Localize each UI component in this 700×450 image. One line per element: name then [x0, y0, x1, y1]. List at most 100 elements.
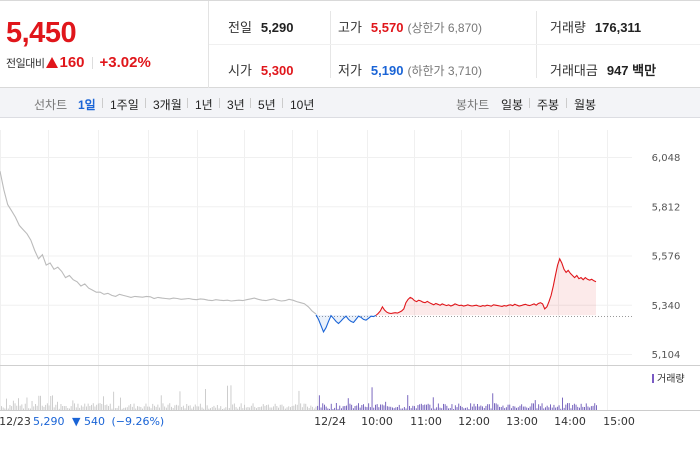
volume-bar	[522, 406, 524, 410]
volume-bar	[14, 403, 16, 410]
volume-bar	[242, 408, 244, 410]
volume-bar	[460, 405, 461, 410]
volume-bar	[556, 406, 558, 410]
volume-bar	[176, 404, 177, 410]
volume-bar	[499, 406, 500, 410]
period-10year[interactable]: 10년	[290, 98, 315, 112]
volume-bar	[543, 408, 545, 410]
stat-value: 5,570	[370, 20, 404, 35]
period-3month[interactable]: 3개월	[153, 98, 182, 112]
volume-bar	[150, 408, 152, 410]
volume-bar	[485, 405, 487, 410]
volume-bar	[97, 403, 99, 410]
volume-bar	[419, 404, 421, 410]
volume-bar	[91, 404, 92, 410]
volume-bar	[108, 406, 109, 410]
volume-bar	[573, 403, 575, 410]
volume-bar	[152, 403, 154, 410]
volume-bar	[288, 406, 290, 410]
candle-chart-title: 봉차트	[456, 98, 490, 112]
volume-bar	[274, 403, 276, 410]
volume-bar	[264, 405, 266, 410]
volume-bar	[157, 404, 159, 410]
volume-bar	[332, 409, 334, 410]
volume-bar	[189, 405, 191, 410]
volume-bar	[245, 407, 247, 410]
volume-bar	[398, 404, 400, 410]
volume-bar	[439, 407, 441, 410]
volume-bar	[40, 395, 41, 410]
volume-bar	[373, 407, 375, 410]
y-tick-label: 5,104	[652, 350, 681, 361]
volume-bar	[247, 407, 249, 410]
period-1year[interactable]: 1년	[195, 98, 213, 112]
volume-bar	[63, 406, 65, 410]
volume-bar	[43, 406, 45, 410]
divider	[91, 56, 93, 69]
volume-bar	[572, 405, 574, 410]
period-1day[interactable]: 1일	[78, 98, 96, 112]
volume-bar	[128, 405, 130, 410]
period-1week[interactable]: 1주일	[110, 98, 139, 112]
volume-bar	[57, 401, 58, 410]
volume-bar	[436, 407, 438, 410]
volume-bar	[548, 407, 550, 410]
volume-bar	[427, 403, 429, 410]
price-chart: 6,048 5,812 5,576 5,340 5,104 거래량 12/23 12/24…	[0, 130, 700, 428]
volume-bar	[82, 406, 84, 410]
volume-bar	[225, 407, 227, 410]
volume-bar	[201, 407, 203, 410]
volume-bar	[354, 406, 356, 410]
volume-bar	[480, 405, 482, 410]
volume-bar	[383, 405, 385, 410]
period-5year[interactable]: 5년	[258, 98, 276, 112]
volume-bar	[575, 404, 577, 410]
period-3year[interactable]: 3년	[227, 98, 245, 112]
volume-bar	[249, 407, 251, 410]
prev-change-value: 540	[84, 415, 105, 428]
volume-bar	[193, 406, 194, 410]
volume-bar	[539, 406, 541, 410]
stat-value: 947 백만	[606, 63, 657, 78]
volume-bar	[26, 397, 28, 410]
volume-bar	[392, 407, 393, 410]
volume-bar	[315, 406, 317, 410]
volume-bar	[28, 408, 30, 410]
volume-bar	[216, 405, 218, 410]
volume-bar	[4, 408, 6, 410]
volume-bar	[273, 406, 274, 410]
prev-change-pct: (−9.26%)	[111, 415, 164, 428]
volume-bar	[475, 406, 477, 410]
candle-daily[interactable]: 일봉	[501, 98, 524, 112]
volume-bar	[58, 408, 60, 410]
volume-bar	[364, 406, 366, 410]
stat-label: 거래대금	[550, 63, 598, 78]
volume-bar	[186, 404, 188, 410]
volume-bar	[363, 404, 364, 410]
volume-bar	[580, 403, 582, 410]
volume-bar	[237, 408, 239, 410]
volume-bar	[257, 407, 259, 410]
candle-monthly[interactable]: 월봉	[574, 98, 597, 112]
volume-bar	[213, 405, 215, 410]
volume-bar	[500, 407, 502, 410]
volume-bar	[160, 395, 162, 410]
volume-bar	[342, 406, 344, 410]
volume-bar	[558, 405, 560, 410]
x-tick-label: 12/23	[0, 415, 31, 428]
candle-weekly[interactable]: 주봉	[537, 98, 560, 112]
volume-bar	[596, 405, 597, 410]
change-row: 전일대비 160 +3.02%	[6, 54, 151, 71]
x-tick-label: 13:00	[506, 415, 538, 428]
volume-bar	[541, 403, 543, 410]
volume-bar	[31, 401, 33, 410]
stat-open: 시가 5,300	[228, 60, 293, 79]
volume-bar	[165, 407, 167, 410]
volume-bar	[344, 406, 346, 410]
volume-bar	[466, 407, 468, 410]
volume-bar	[46, 403, 48, 410]
volume-bar	[448, 408, 449, 410]
volume-bar	[23, 408, 24, 410]
volume-bar	[69, 408, 70, 410]
line-chart-title: 선차트	[34, 98, 68, 112]
